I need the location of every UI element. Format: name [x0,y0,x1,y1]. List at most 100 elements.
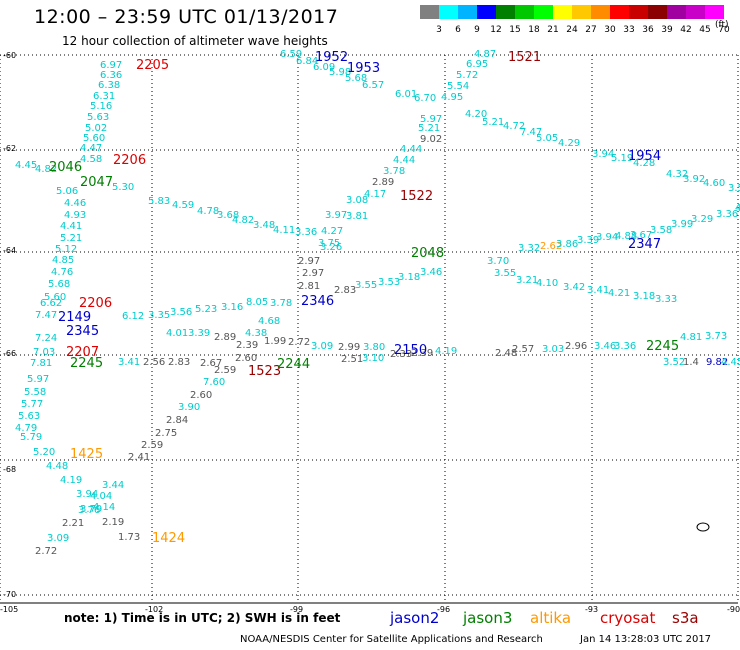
latitude-label: -68 [3,465,16,474]
swh-value: 4.85 [52,255,74,266]
swh-value: 4.04 [90,491,112,502]
pass-time-label: 2346 [301,294,334,309]
legend-swatch [629,5,648,19]
swh-value: 6.01 [395,89,417,100]
swh-value: 4.82 [232,215,254,226]
swh-value: 6.38 [98,80,120,91]
legend-tick-label: 18 [528,25,540,35]
swh-value: 6.31 [93,91,115,102]
swh-value: 9.02 [420,134,442,145]
swh-value: 3.41 [587,285,609,296]
swh-value: 4.59 [172,200,194,211]
legend-swatch [724,5,740,19]
swh-value: 3.39 [577,235,599,246]
swh-value: 2.72 [35,546,57,557]
legend-swatch [572,5,591,19]
swh-value: 4.81 [680,332,702,343]
swh-value: 3.68 [217,210,239,221]
pass-time-label: 2046 [49,160,82,175]
swh-value: 5.63 [87,112,109,123]
legend-tick-label: 15 [509,25,521,35]
swh-value: 7.81 [30,358,52,369]
lat-lon-grid [0,54,739,604]
swh-value: 4.87 [474,49,496,60]
pass-time-label: 2244 [277,357,310,372]
longitude-label: -102 [145,605,163,614]
swh-value: 4.60 [703,178,725,189]
swh-value: 5.68 [48,279,70,290]
swh-value: 7.60 [203,377,225,388]
swh-value: 2.67 [200,358,222,369]
swh-value: 4.32 [666,169,688,180]
swh-value: 2.56 [143,357,165,368]
swh-value: 4.73 [735,203,740,214]
swh-value: 4.82 [35,164,57,175]
swh-value: 3.33 [655,294,677,305]
swh-value: 2.57 [512,344,534,355]
swh-value: 3.76 [78,505,100,516]
credit-line: NOAA/NESDIS Center for Satellite Applica… [240,634,543,645]
legend-swatch [667,5,686,19]
pass-time-label: 1523 [248,364,281,379]
swh-value: 4.19 [60,475,82,486]
swh-value: 3.67 [630,230,652,241]
legend-tick-label: 39 [661,25,673,35]
swh-value: 5.20 [33,447,55,458]
legend-tick-label: 70 [718,25,730,35]
swh-value: 5.54 [447,81,469,92]
legend-tick-label: 6 [455,25,461,35]
swh-value: 4.72 [503,121,525,132]
swh-value: 2.62 [540,241,562,252]
swh-value: 4.48 [46,461,68,472]
legend-swatch [439,5,458,19]
swh-value: 2.41 [128,452,150,463]
legend-tick-label: 24 [566,25,578,35]
swh-value: 2.60 [235,353,257,364]
swh-value: 3.55 [494,268,516,279]
footer-note: note: 1) Time is in UTC; 2) SWH is in fe… [64,611,341,625]
swh-value: 4.17 [364,189,386,200]
swh-value: 2.97 [298,256,320,267]
swh-value: 4.46 [64,198,86,209]
swh-value: 7.03 [33,347,55,358]
satellite-legend-item: jason2 [390,609,440,627]
pass-time-label: 2048 [411,246,444,261]
swh-value: 6.09 [313,62,335,73]
legend-tick-label: 42 [680,25,692,35]
swh-value: 5.30 [112,182,134,193]
legend-tick-label: 27 [585,25,597,35]
swh-value: 3.80 [363,342,385,353]
pass-time-label: 2345 [66,324,99,339]
pass-time-label: 1521 [508,50,541,65]
pass-time-label: 2149 [58,310,91,325]
swh-value: 3.90 [178,402,200,413]
swh-value: 3.18 [633,291,655,302]
legend-tick-label: 21 [547,25,559,35]
swh-value: 3.70 [487,256,509,267]
swh-value: 2.48 [495,348,517,359]
swh-value: 7.47 [35,310,57,321]
swh-value: 3.56 [170,307,192,318]
swh-value: 9.82 [706,357,728,368]
swh-value: 3.09 [47,533,69,544]
swh-value: 2.72 [288,337,310,348]
swh-value: 4.93 [64,210,86,221]
swh-value: 5.19 [611,153,633,164]
legend-unit-label: (ft) [715,20,729,30]
longitude-label: -105 [0,605,18,614]
swh-value: 2.59 [141,440,163,451]
swh-value: 5.21 [482,117,504,128]
swh-value: 3.36 [614,341,636,352]
swh-value: 5.06 [56,186,78,197]
swh-value: 5.05 [536,133,558,144]
swh-value: 7.47 [520,127,542,138]
swh-value: 4.14 [93,502,115,513]
legend-swatch [686,5,705,19]
swh-value: 2.99 [338,342,360,353]
swh-value: 7.24 [35,333,57,344]
swh-values-layer: 6.976.366.386.315.165.635.025.604.474.58… [15,49,740,557]
swh-value: 3.53 [728,183,740,194]
